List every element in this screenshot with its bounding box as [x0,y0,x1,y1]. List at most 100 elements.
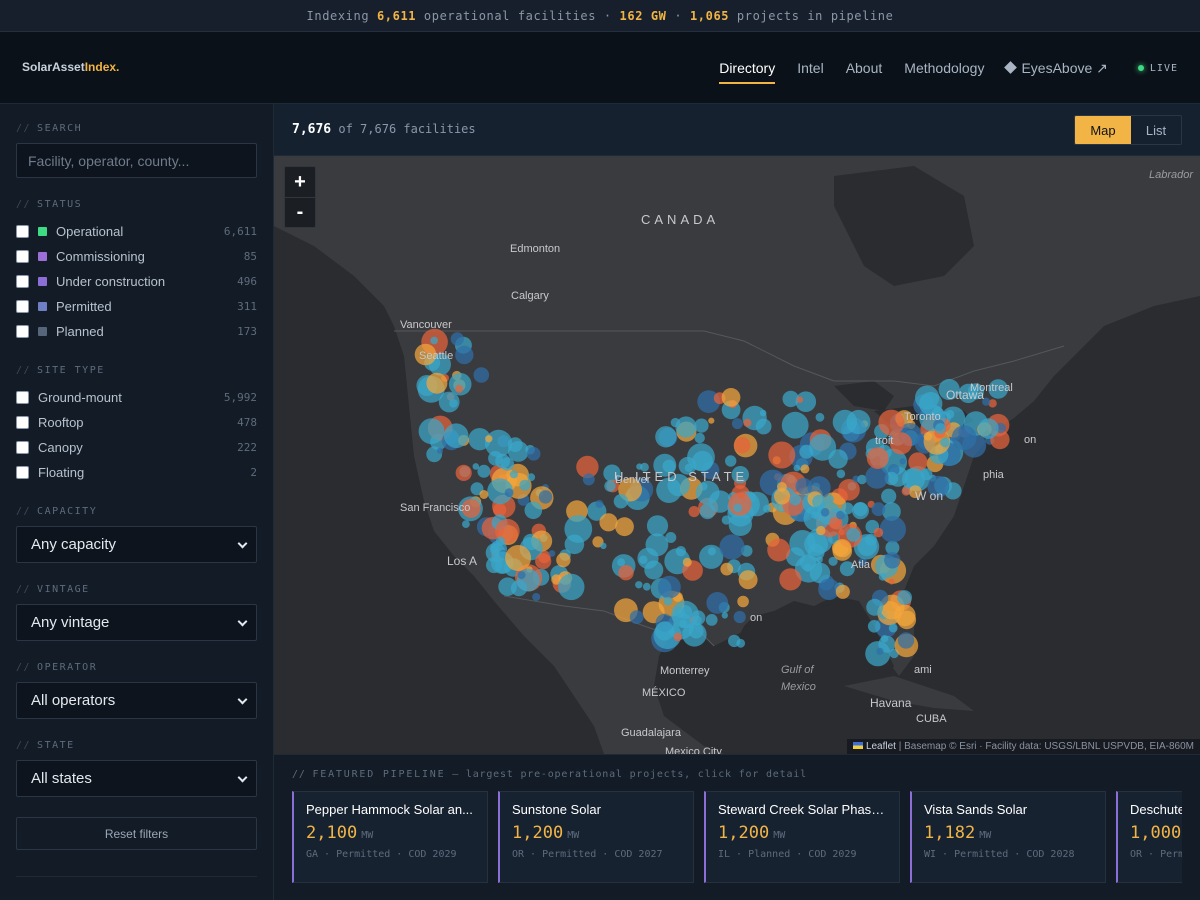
facility-marker[interactable] [414,343,437,366]
facility-marker[interactable] [846,527,861,542]
facility-marker[interactable] [495,536,506,546]
pipeline-card[interactable]: Deschutes 1,000MW OR · Perm [1116,791,1182,883]
facility-marker[interactable] [603,464,621,482]
facility-marker[interactable] [564,515,593,543]
facility-marker[interactable] [734,437,751,454]
facility-marker[interactable] [719,534,745,560]
facility-marker[interactable] [706,592,729,614]
facility-marker[interactable] [455,384,464,393]
facility-marker[interactable] [865,465,889,489]
status-filter-under-construction[interactable]: Under construction 496 [16,271,257,291]
facility-marker[interactable] [768,441,796,469]
facility-marker[interactable] [935,423,946,434]
facility-marker[interactable] [694,432,705,444]
facility-marker[interactable] [604,480,616,492]
facility-marker[interactable] [800,464,810,474]
site-filter-ground-mount[interactable]: Ground-mount 5,992 [16,387,257,407]
zoom-out-button[interactable]: - [285,197,315,227]
facility-marker[interactable] [828,449,848,469]
facility-marker[interactable] [743,418,752,427]
facility-marker[interactable] [858,557,867,567]
facility-marker[interactable] [818,578,840,601]
facility-marker[interactable] [448,372,472,396]
facility-marker[interactable] [897,590,912,605]
facility-marker[interactable] [901,486,911,496]
facility-marker[interactable] [721,515,731,525]
facility-marker[interactable] [738,570,758,590]
facility-marker[interactable] [888,578,895,585]
checkbox[interactable] [16,274,29,288]
facility-marker[interactable] [462,520,470,528]
facility-marker[interactable] [894,604,916,627]
facility-marker[interactable] [663,596,673,606]
facility-marker[interactable] [600,542,607,550]
facility-marker[interactable] [430,336,438,345]
facility-marker[interactable] [473,367,490,383]
facility-marker[interactable] [728,512,752,536]
facility-map[interactable]: CANADA Labrador Edmonton Calgary Vancouv… [274,156,1200,754]
facility-marker[interactable] [755,418,772,435]
facility-marker[interactable] [615,517,634,537]
facility-marker[interactable] [841,502,854,515]
zoom-in-button[interactable]: + [294,170,306,193]
facility-marker[interactable] [945,409,955,419]
facility-marker[interactable] [426,372,448,394]
facility-marker[interactable] [642,582,651,591]
facility-marker[interactable] [988,399,997,408]
facility-marker[interactable] [618,565,634,581]
facility-marker[interactable] [789,493,802,506]
facility-marker[interactable] [488,451,503,466]
facility-marker[interactable] [829,517,841,529]
facility-marker[interactable] [667,473,690,497]
operator-select[interactable]: All operators [16,682,257,719]
facility-marker[interactable] [744,491,769,517]
facility-marker[interactable] [799,444,814,459]
facility-marker[interactable] [767,538,791,562]
facility-marker[interactable] [897,632,915,649]
facility-marker[interactable] [809,433,837,461]
facility-marker[interactable] [839,561,855,577]
facility-marker[interactable] [629,610,644,624]
facility-marker[interactable] [504,488,514,498]
facility-marker[interactable] [820,508,830,517]
facility-marker[interactable] [524,501,543,520]
facility-marker[interactable] [812,494,827,509]
facility-marker[interactable] [815,412,825,422]
facility-marker[interactable] [866,447,889,469]
facility-marker[interactable] [613,494,629,509]
facility-marker[interactable] [635,581,643,589]
facility-marker[interactable] [599,513,618,532]
facility-marker[interactable] [878,409,905,436]
facility-marker[interactable] [915,385,940,410]
facility-marker[interactable] [759,409,767,417]
facility-marker[interactable] [809,562,831,584]
facility-marker[interactable] [978,418,999,439]
facility-marker[interactable] [866,598,884,616]
facility-marker[interactable] [908,485,922,499]
status-filter-commissioning[interactable]: Commissioning 85 [16,246,257,266]
facility-marker[interactable] [653,453,677,477]
facility-marker[interactable] [731,466,749,484]
checkbox[interactable] [16,390,29,404]
facility-marker[interactable] [675,416,697,438]
facility-marker[interactable] [733,610,746,624]
facility-marker[interactable] [576,455,599,479]
leaflet-link[interactable]: Leaflet [865,741,896,752]
facility-marker[interactable] [526,447,541,461]
facility-marker[interactable] [665,532,677,543]
facility-marker[interactable] [517,571,526,580]
capacity-select[interactable]: Any capacity [16,526,257,563]
facility-marker[interactable] [682,557,692,567]
facility-marker[interactable] [878,635,896,653]
facility-marker[interactable] [804,532,829,557]
facility-marker[interactable] [443,423,469,449]
logo[interactable]: SolarAssetIndex. [22,60,119,74]
facility-marker[interactable] [940,437,950,448]
facility-marker[interactable] [655,621,675,641]
facility-marker[interactable] [500,457,515,471]
facility-marker[interactable] [582,473,595,486]
facility-marker[interactable] [519,479,531,491]
checkbox[interactable] [16,299,29,313]
facility-marker[interactable] [658,575,681,599]
facility-marker[interactable] [640,462,649,472]
